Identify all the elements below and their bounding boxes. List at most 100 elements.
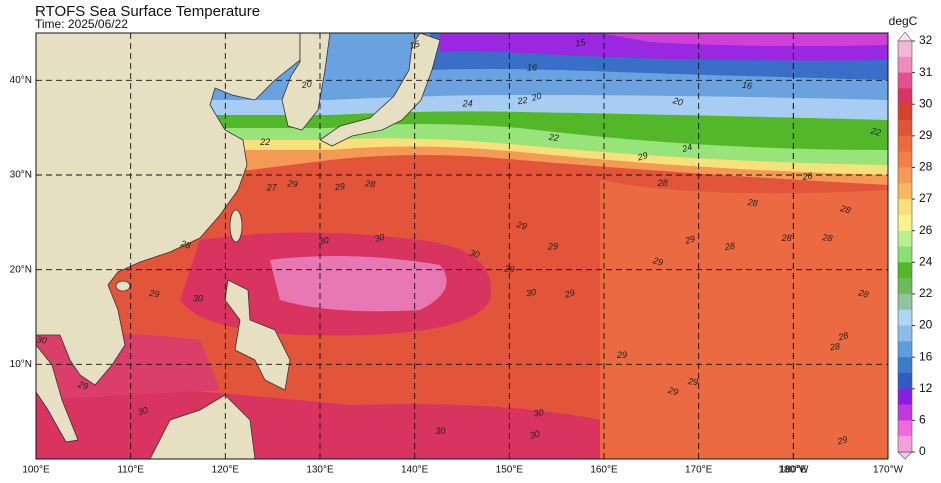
contour-label: 30 <box>435 426 445 436</box>
colorbar-tick-label: 28 <box>919 160 933 174</box>
colorbar-segment <box>898 420 912 437</box>
colorbar-segment <box>898 56 912 73</box>
colorbar: degC 32 31 30 29 28 27 26 24 22 20 16 12 6 0 <box>889 14 933 460</box>
contour-label: 30 <box>193 293 203 303</box>
map-title: RTOFS Sea Surface Temperature <box>35 3 260 20</box>
x-tick-label: 150°E <box>496 465 524 476</box>
colorbar-tick-label: 24 <box>919 254 933 268</box>
colorbar-tick-label: 26 <box>919 223 933 237</box>
contour-label: 28 <box>179 238 192 251</box>
colorbar-tick-label: 12 <box>919 381 933 395</box>
colorbar-segment <box>898 246 912 263</box>
colorbar-cap <box>897 451 913 460</box>
contour-label: 30 <box>468 248 480 260</box>
contour-label: 28 <box>723 241 735 252</box>
colorbar-tick-label: 0 <box>919 444 926 458</box>
contour-label: 16 <box>741 80 752 91</box>
colorbar-segment <box>898 325 912 342</box>
colorbar-tick-label: 30 <box>919 96 933 110</box>
philippines <box>224 279 291 391</box>
contour-label: 20 <box>300 79 312 90</box>
contour-label: 20 <box>529 91 542 104</box>
contour-label: 29 <box>616 350 627 360</box>
x-tick-label: 110°E <box>117 465 144 476</box>
colorbar-tick-label: 29 <box>919 128 933 142</box>
contour-label: 15 <box>575 37 587 48</box>
contour-label: 29 <box>76 379 89 392</box>
colorbar-segment <box>898 262 912 279</box>
colorbar-segment <box>898 214 912 231</box>
graticule: 100°E 110°E 120°E 130°E 140°E 150°E 160°E 170°E… <box>10 33 904 476</box>
colorbar-segment <box>898 436 912 453</box>
contour-label: 29 <box>635 150 648 163</box>
x-tick-label: 130°E <box>306 465 334 476</box>
colorbar-tick-label: 20 <box>919 318 933 332</box>
colorbar-segment <box>898 135 912 152</box>
colorbar-segment <box>898 88 912 105</box>
colorbar-segment <box>898 388 912 405</box>
map-subtitle: Time: 2025/06/22 <box>35 17 128 31</box>
contour-label: 29 <box>286 178 298 189</box>
contour-label: 29 <box>148 288 160 299</box>
colorbar-segment <box>898 183 912 200</box>
colorbar-segment <box>898 278 912 295</box>
x-tick-label: 180°E <box>780 465 808 476</box>
x-tick-label: 120°E <box>212 465 240 476</box>
colorbar-segment <box>898 230 912 247</box>
contour-label: 29 <box>503 263 515 274</box>
contour-label: 22 <box>516 95 528 106</box>
colorbar-tick-label: 31 <box>919 65 933 79</box>
colorbar-segment <box>898 341 912 358</box>
colorbar-tick-label: 16 <box>919 349 933 363</box>
x-tick-label: 170°W <box>873 465 904 476</box>
colorbar-tick-label: 6 <box>919 413 926 427</box>
contour-label: 29 <box>835 434 848 447</box>
x-tick-label: 170°E <box>685 465 713 476</box>
colorbar-segment <box>898 357 912 374</box>
contour-label: 29 <box>666 385 679 398</box>
contour-label: 30 <box>36 334 47 345</box>
contour-label: 26 <box>801 171 813 182</box>
colorbar-tick-label: 27 <box>919 191 933 205</box>
colorbar-segment <box>898 41 912 58</box>
colorbar-segment <box>898 199 912 216</box>
y-tick-label: 40°N <box>10 75 32 86</box>
contour-label: 29 <box>686 376 698 387</box>
contour-label: 15 <box>408 38 421 51</box>
colorbar-segment <box>898 104 912 121</box>
colorbar-tick-label: 22 <box>919 286 933 300</box>
contour-label: 16 <box>527 62 537 72</box>
contour-label: 22 <box>869 125 882 138</box>
contour-label: 29 <box>651 255 664 268</box>
colorbar-segment <box>898 293 912 311</box>
contour-label: 22 <box>547 132 559 143</box>
korea <box>281 33 331 131</box>
colorbar-segment <box>898 151 912 168</box>
land <box>36 33 441 459</box>
contour-label: 27 <box>266 183 278 193</box>
contour-label: 29 <box>547 241 558 251</box>
contour-label: 28 <box>836 330 849 343</box>
contour-label: 30 <box>318 235 329 246</box>
colorbar-tick-label: 32 <box>919 33 933 47</box>
hainan <box>115 280 131 292</box>
x-tick-label: 140°E <box>401 465 429 476</box>
contour-label: 24 <box>462 98 473 108</box>
contour-label: 30 <box>373 232 385 244</box>
contour-label: 29 <box>333 181 345 192</box>
contour-label: 28 <box>828 341 840 352</box>
contour-label: 30 <box>137 405 149 417</box>
contour-label: 29 <box>563 287 576 300</box>
contour-label: 30 <box>529 429 541 441</box>
x-tick-label: 160°E <box>590 465 618 476</box>
colorbar-segment <box>898 372 912 390</box>
colorbar-segment <box>898 309 912 326</box>
contour-label: 28 <box>364 178 376 189</box>
contour-label: 28 <box>657 178 668 188</box>
contour-label: 30 <box>525 287 536 298</box>
x-tick-label: 180°W <box>778 465 809 476</box>
colorbar-outline <box>897 40 913 453</box>
colorbar-segment <box>898 72 912 89</box>
